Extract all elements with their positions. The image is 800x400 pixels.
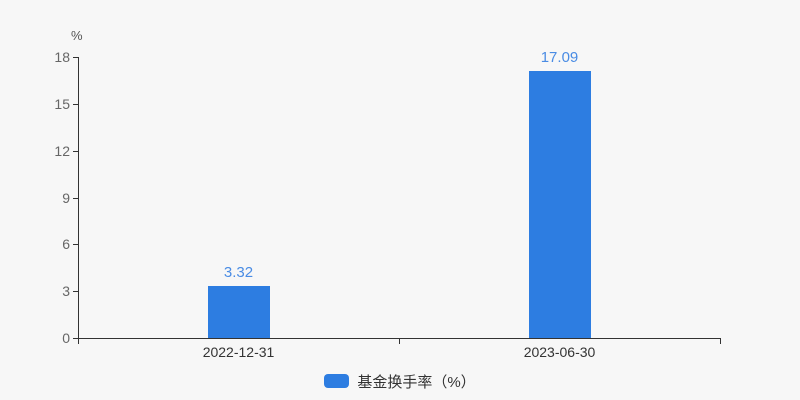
x-axis-line (78, 338, 721, 339)
y-axis-tick-label: 6 (62, 236, 70, 253)
bar-value-label: 3.32 (223, 264, 254, 282)
y-axis-tick-label: 12 (54, 142, 70, 159)
y-axis-tick-mark (73, 197, 78, 199)
bar-2023-06-30[interactable] (528, 71, 591, 338)
y-axis-tick-mark (73, 103, 78, 105)
y-axis-tick-mark (73, 244, 78, 246)
y-axis-tick-mark (73, 150, 78, 152)
x-axis-tick-mark (399, 339, 400, 344)
y-axis-tick-label: 0 (62, 330, 70, 346)
legend[interactable]: 基金换手率（%） (0, 371, 800, 391)
legend-swatch (324, 374, 350, 388)
x-axis-tick-mark (720, 339, 721, 344)
y-axis-tick-label: 15 (54, 95, 70, 112)
y-axis-tick-label: 9 (62, 189, 70, 206)
y-axis-tick-mark (73, 291, 78, 293)
y-axis-unit-label: % (71, 28, 83, 43)
y-axis-tick-label: 3 (62, 283, 70, 300)
y-axis-tick-mark (73, 338, 78, 339)
y-axis-tick-mark (73, 57, 78, 58)
x-axis-category-label: 2022-12-31 (202, 344, 275, 360)
y-axis-line (78, 57, 79, 338)
bar-value-label: 17.09 (540, 49, 579, 67)
x-axis-tick-mark (78, 339, 79, 344)
x-axis-category-label: 2023-06-30 (523, 344, 596, 360)
legend-label: 基金换手率（%） (357, 373, 476, 391)
y-axis-tick-label: 18 (54, 49, 70, 65)
bar-2022-12-31[interactable] (207, 286, 270, 338)
